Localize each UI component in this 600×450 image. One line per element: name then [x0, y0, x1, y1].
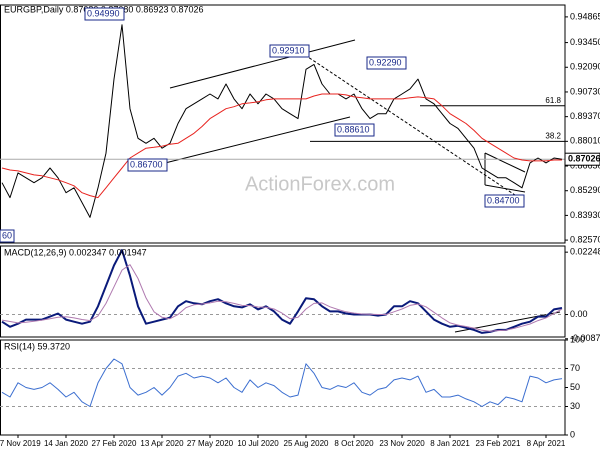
- panel-frame: [0, 4, 566, 244]
- series-line: [1, 249, 563, 334]
- annotation-box: [334, 123, 375, 137]
- wedge-lower: [484, 184, 526, 193]
- y-tick-label: 30: [570, 401, 580, 411]
- panel-label: RSI(14) 59.3720: [4, 341, 70, 351]
- y-tick-label: -0.008736: [570, 333, 600, 343]
- annotation: 60: [2, 230, 12, 240]
- y-tick-label: 0.93450: [570, 37, 600, 47]
- panel-label: MACD(12,26,9) 0.002347 0.001947: [4, 247, 147, 257]
- wedge-upper: [484, 152, 526, 173]
- annotation: 0.94990: [87, 8, 120, 18]
- y-tick-label: 0.85290: [570, 185, 600, 195]
- annotation: 0.92290: [369, 57, 402, 67]
- series-line: [1, 93, 562, 199]
- last-price-box: [564, 152, 600, 166]
- annotation-box: [127, 158, 168, 172]
- y-tick-label: 70: [570, 363, 580, 373]
- y-tick-label: 0.90730: [570, 86, 600, 96]
- y-tick-label: 50: [570, 382, 580, 392]
- series-line: [1, 264, 563, 332]
- x-tick-label: 27 Nov 2019: [0, 439, 41, 448]
- annotation-box: [84, 7, 125, 21]
- y-tick-label: 0: [570, 429, 575, 439]
- downtrend-line: [304, 54, 516, 196]
- y-tick-label: 0.00: [570, 309, 588, 319]
- y-tick-label: 0.83930: [570, 210, 600, 220]
- x-tick-label: 8 Apr 2021: [527, 439, 566, 448]
- y-tick-label: 0.94865: [570, 11, 600, 21]
- x-tick-label: 8 Jan 2021: [430, 439, 470, 448]
- fib-label: 38.2: [545, 131, 561, 140]
- y-tick-label: 0.92090: [570, 62, 600, 72]
- annotation-box: [366, 56, 407, 70]
- y-tick-label: 100: [570, 334, 585, 344]
- y-tick-label: 0.82570: [570, 234, 600, 244]
- annotation: 0.88610: [337, 124, 370, 134]
- x-tick-label: 8 Oct 2020: [334, 439, 374, 448]
- fib-label: 61.8: [545, 96, 561, 105]
- x-tick-label: 13 Apr 2020: [140, 439, 184, 448]
- annotation-box: [269, 44, 310, 58]
- last-price-label: 0.87026: [568, 154, 600, 164]
- y-tick-label: 0.022482: [570, 247, 600, 257]
- panel-frame: [0, 245, 566, 338]
- annotation: 0.86700: [130, 159, 163, 169]
- x-tick-label: 27 May 2020: [187, 439, 234, 448]
- x-tick-label: 27 Feb 2020: [92, 439, 137, 448]
- channel-upper: [169, 39, 356, 89]
- annotation: 0.92910: [272, 45, 305, 55]
- y-tick-label: 0.88010: [570, 136, 600, 146]
- channel-lower: [164, 116, 351, 164]
- x-tick-label: 23 Nov 2020: [379, 439, 425, 448]
- x-tick-label: 10 Jul 2020: [237, 439, 279, 448]
- watermark: ActionForex.com: [245, 173, 395, 195]
- x-tick-label: 23 Feb 2021: [476, 439, 521, 448]
- annotation-box: [484, 194, 525, 208]
- x-tick-label: 25 Aug 2020: [284, 439, 329, 448]
- series-line: [1, 358, 563, 407]
- annotation-box: [0, 229, 15, 243]
- series-line: [1, 24, 563, 218]
- x-tick-label: 14 Jan 2020: [44, 439, 89, 448]
- y-tick-label: 0.89370: [570, 111, 600, 121]
- annotation: 0.84700: [487, 195, 520, 205]
